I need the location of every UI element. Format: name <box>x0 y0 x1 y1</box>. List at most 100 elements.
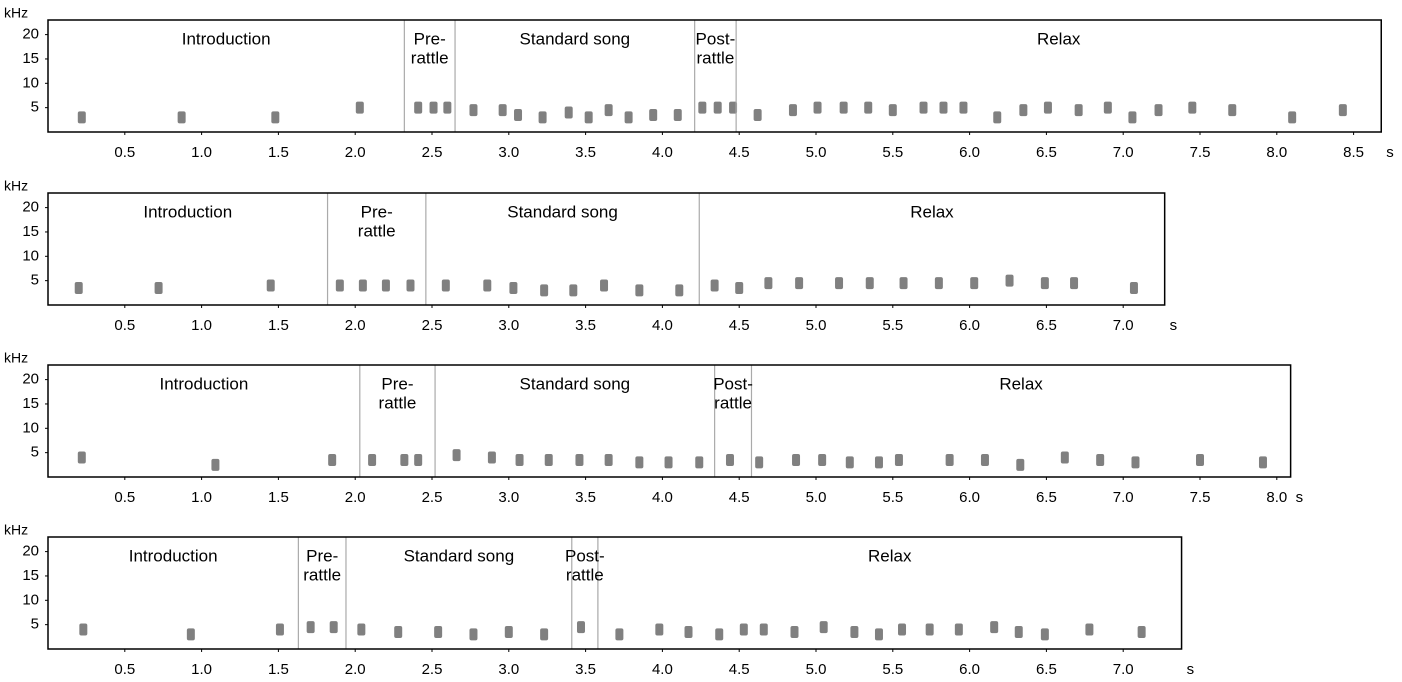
syllable <box>1258 456 1267 469</box>
section-label: Standard song <box>507 202 618 221</box>
syllable <box>1338 104 1347 117</box>
syllable <box>600 279 609 292</box>
x-tick-label: 4.0 <box>652 489 673 506</box>
syllable <box>211 458 220 471</box>
x-tick-label: 3.0 <box>498 489 519 506</box>
x-axis-label: s <box>1386 144 1394 161</box>
x-tick-label: 2.5 <box>422 489 443 506</box>
x-tick-label: 8.5 <box>1343 144 1364 161</box>
syllable <box>1288 111 1297 124</box>
syllable <box>483 279 492 292</box>
syllable <box>635 456 644 469</box>
x-tick-label: 1.5 <box>268 317 289 334</box>
section-label: Introduction <box>129 546 218 565</box>
section-label: rattle <box>358 221 396 240</box>
section-label: rattle <box>303 565 341 584</box>
x-tick-label: 7.0 <box>1113 489 1134 506</box>
x-tick-label: 6.5 <box>1036 317 1057 334</box>
syllable <box>684 625 693 638</box>
y-tick-label: 10 <box>22 247 39 264</box>
x-tick-label: 6.0 <box>959 489 980 506</box>
x-tick-label: 2.5 <box>422 144 443 161</box>
x-tick-label: 7.0 <box>1113 144 1134 161</box>
y-tick-label: 5 <box>31 272 39 289</box>
x-tick-label: 4.5 <box>729 661 750 678</box>
x-tick-label: 1.0 <box>191 144 212 161</box>
syllable <box>1040 277 1049 290</box>
syllable <box>368 453 377 466</box>
syllable <box>604 453 613 466</box>
syllable <box>452 449 461 462</box>
syllable <box>1129 281 1138 294</box>
x-tick-label: 5.5 <box>882 489 903 506</box>
syllable <box>1060 451 1069 464</box>
syllable <box>888 104 897 117</box>
syllable <box>925 623 934 636</box>
syllable <box>615 628 624 641</box>
syllable <box>1188 101 1197 114</box>
syllable <box>414 453 423 466</box>
spectrogram-panel: kHz 5 10 15 20 0.5 1.0 1.5 2.0 2.5 3.0 3.5 4.0 4.5 5.0… <box>4 5 1394 161</box>
section-label: Relax <box>868 546 912 565</box>
syllable <box>919 101 928 114</box>
y-tick-label: 15 <box>22 50 39 67</box>
syllable <box>715 628 724 641</box>
syllable <box>649 108 658 121</box>
syllable <box>306 621 315 634</box>
section-label: Pre- <box>361 202 393 221</box>
syllable <box>894 453 903 466</box>
x-tick-label: 4.5 <box>729 489 750 506</box>
syllable <box>1154 104 1163 117</box>
syllable <box>1016 458 1025 471</box>
syllable <box>898 623 907 636</box>
syllable <box>945 453 954 466</box>
syllable <box>764 277 773 290</box>
syllable <box>739 623 748 636</box>
x-tick-label: 7.0 <box>1113 661 1134 678</box>
x-tick-label: 2.0 <box>345 317 366 334</box>
syllable <box>400 453 409 466</box>
syllable <box>275 623 284 636</box>
section-label: Relax <box>1037 29 1081 48</box>
syllable <box>993 111 1002 124</box>
section-label: Pre- <box>306 546 338 565</box>
syllable <box>564 106 573 119</box>
syllable <box>266 279 275 292</box>
syllable <box>584 111 593 124</box>
section-label: rattle <box>714 393 752 412</box>
x-tick-label: 7.5 <box>1190 489 1211 506</box>
syllable <box>729 101 738 114</box>
syllable <box>850 625 859 638</box>
x-tick-label: 2.0 <box>345 489 366 506</box>
y-tick-label: 20 <box>22 371 39 388</box>
syllable <box>655 623 664 636</box>
syllable <box>441 279 450 292</box>
syllable <box>575 453 584 466</box>
x-axis-label: s <box>1296 489 1304 506</box>
y-tick-label: 15 <box>22 223 39 240</box>
syllable <box>1074 104 1083 117</box>
syllable <box>604 104 613 117</box>
syllable <box>980 453 989 466</box>
x-tick-label: 1.0 <box>191 489 212 506</box>
x-tick-label: 4.5 <box>729 317 750 334</box>
x-tick-label: 0.5 <box>114 661 135 678</box>
x-tick-label: 5.5 <box>882 144 903 161</box>
spectrogram-panel: kHz 5 10 15 20 0.5 1.0 1.5 2.0 2.5 3.0 3.5 4.0 4.5 5.0… <box>4 178 1177 334</box>
syllable <box>959 101 968 114</box>
syllable <box>874 456 883 469</box>
x-tick-label: 4.0 <box>652 317 673 334</box>
x-tick-label: 3.0 <box>498 317 519 334</box>
spectrogram-panel: kHz 5 10 15 20 0.5 1.0 1.5 2.0 2.5 3.0 3.5 4.0 4.5 5.0… <box>4 522 1194 678</box>
section-label: Pre- <box>414 29 446 48</box>
syllable <box>538 111 547 124</box>
syllable <box>813 101 822 114</box>
section-label: Standard song <box>404 546 515 565</box>
x-tick-label: 3.5 <box>575 661 596 678</box>
syllable <box>753 108 762 121</box>
syllable <box>1085 623 1094 636</box>
syllable <box>1096 453 1105 466</box>
syllable <box>515 453 524 466</box>
syllable <box>1005 274 1014 287</box>
syllable <box>874 628 883 641</box>
